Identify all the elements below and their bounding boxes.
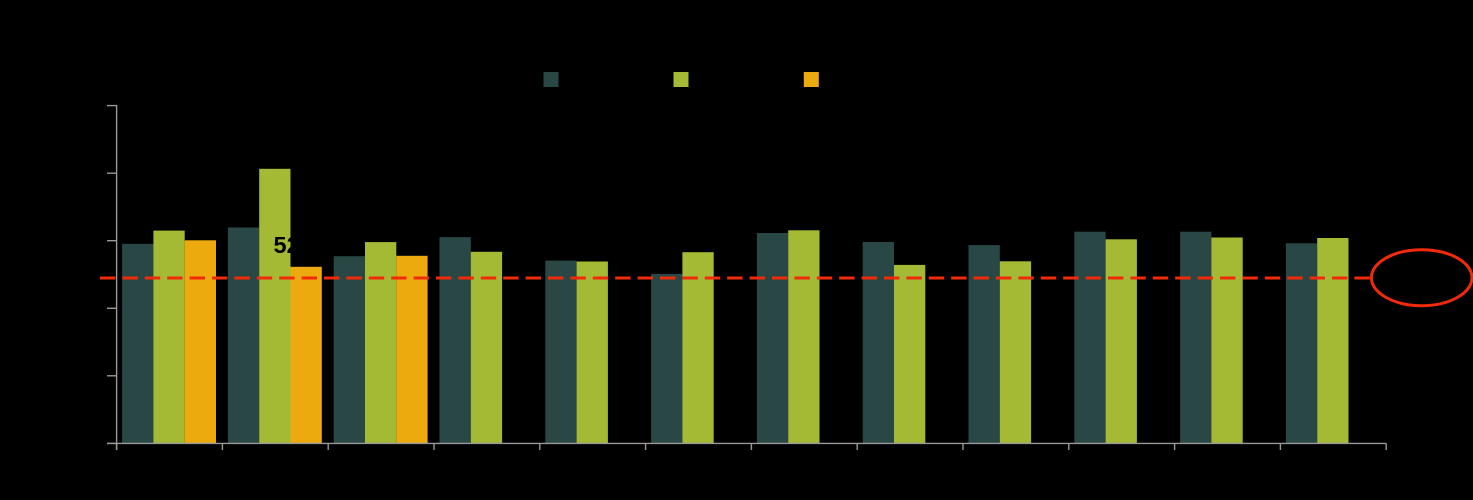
svg-text:52%: 52% [274,232,321,258]
